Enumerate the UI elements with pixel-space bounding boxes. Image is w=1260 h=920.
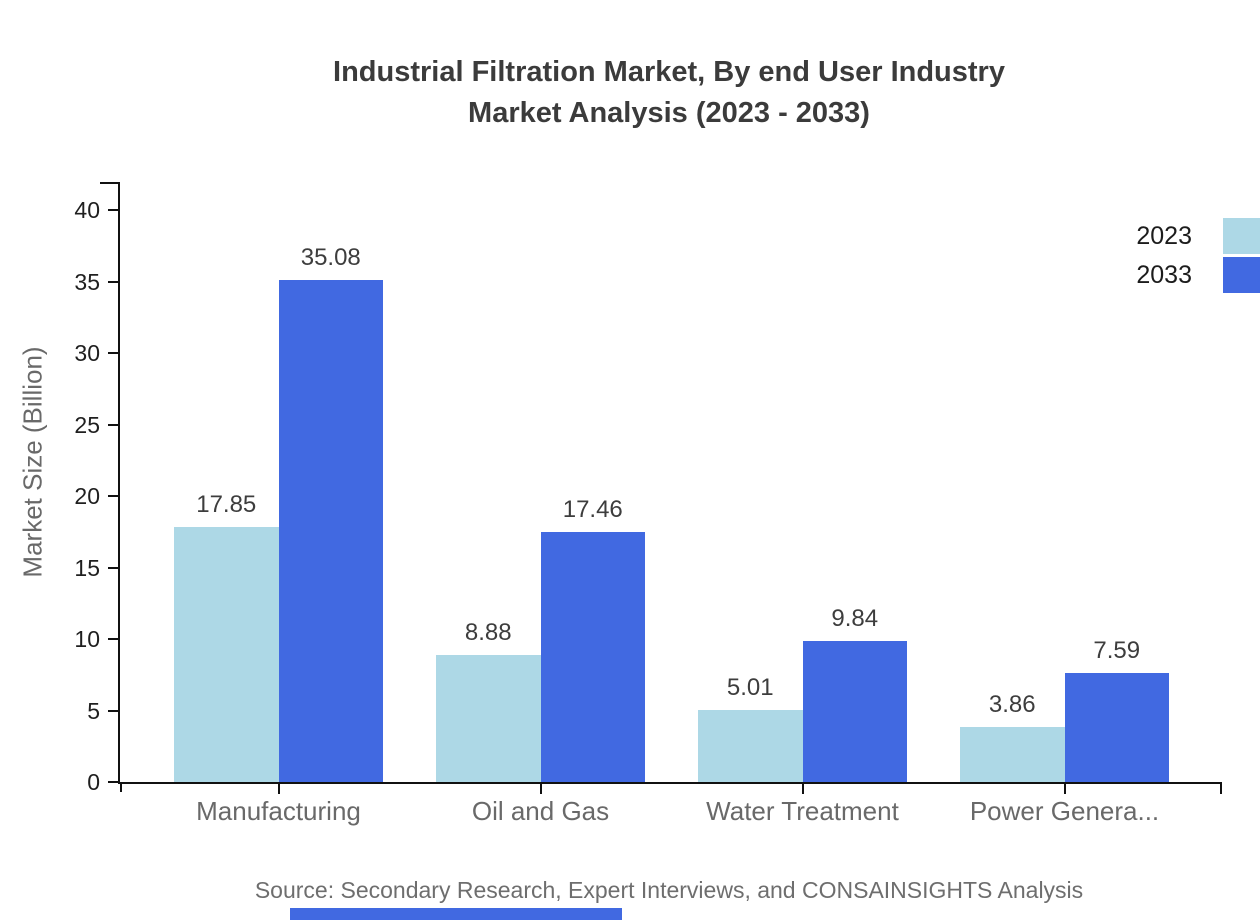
y-tick [108,709,120,712]
bar-value-label: 7.59 [1093,637,1141,665]
footer-accent-bar [290,908,622,920]
y-tick [108,352,120,354]
bar-2033-Manufacturing[interactable] [278,280,383,782]
x-category-label: Water Treatment [706,796,899,826]
y-tick-label: 0 [87,769,100,795]
legend: 2023 2033 [1136,218,1260,296]
x-axis-right-cap [1220,782,1222,794]
y-tick [108,781,120,783]
y-tick-label: 30 [74,340,100,366]
bar-2023-Manufacturing[interactable] [174,526,279,782]
y-tick-label: 20 [74,483,100,509]
y-axis-bottom-extension [120,782,122,792]
bar-value-label: 8.88 [464,619,512,647]
bar-value-label: 17.85 [196,490,257,518]
y-tick [108,209,120,211]
chart-title-line-1: Industrial Filtration Market, By end Use… [333,56,1005,88]
legend-label-2033: 2033 [1136,260,1192,289]
y-tick [108,638,120,640]
bar-2033-Power Genera...[interactable] [1064,673,1169,782]
legend-item-2023[interactable]: 2023 [1136,218,1260,254]
y-axis-top-cap [100,182,120,184]
y-tick [108,423,120,426]
legend-label-2023: 2023 [1136,221,1192,250]
y-tick-label: 25 [74,411,100,438]
chart-title: Industrial Filtration Market, By end Use… [78,52,1260,134]
x-category-label: Power Genera... [969,796,1160,826]
y-tick [108,495,120,497]
bar-2023-Oil and Gas[interactable] [436,655,541,782]
y-tick-label: 10 [74,626,100,652]
chart-title-line-2: Market Analysis (2023 - 2033) [468,97,870,129]
x-category-label: Manufacturing [196,796,361,826]
bar-value-label: 9.84 [831,605,879,633]
bar-2033-Water Treatment[interactable] [802,641,907,782]
y-tick-label: 35 [74,268,100,295]
plot-area: 0 5 10 15 20 25 30 35 40 Manufacturing 17.85 35.08 O… [74,182,1222,826]
bar-2023-Power Genera...[interactable] [960,726,1065,782]
x-tick [539,782,542,794]
legend-item-2033[interactable]: 2033 [1136,257,1260,293]
bar-value-label: 17.46 [562,496,623,524]
y-tick-label: 5 [87,697,100,724]
legend-swatch-2033-icon [1223,257,1260,293]
x-category-label: Oil and Gas [471,796,610,826]
y-tick [108,566,120,569]
y-tick-label: 40 [74,197,100,223]
bar-value-label: 3.86 [988,690,1036,718]
source-note: Source: Secondary Research, Expert Inter… [254,877,1084,903]
x-tick [1063,782,1066,794]
bar-value-label: 5.01 [726,674,774,702]
bar-2023-Water Treatment[interactable] [698,710,803,782]
legend-swatch-2023-icon [1223,218,1260,254]
x-tick [801,782,804,794]
bar-value-label: 35.08 [300,244,361,272]
bar-2033-Oil and Gas[interactable] [540,532,645,782]
y-tick-label: 15 [74,554,100,581]
x-tick [277,782,280,794]
y-axis-title: Market Size (Billion) [17,346,48,578]
y-tick [108,280,120,283]
